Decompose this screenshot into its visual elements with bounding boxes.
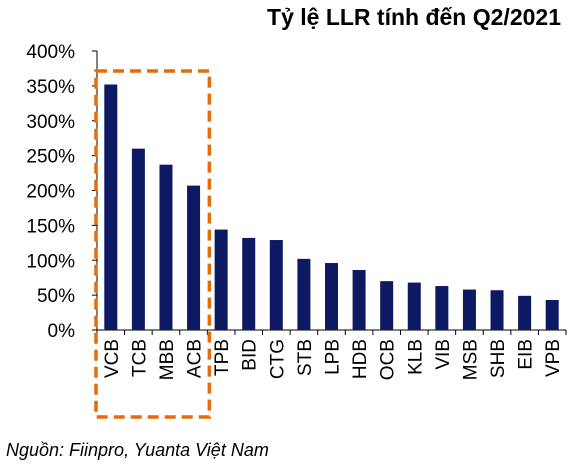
y-tick-label: 150% [26,216,75,237]
bar-klb [407,282,421,330]
x-tick-label: EIB [516,339,537,370]
y-tick-label: 300% [26,112,75,133]
bar-acb [187,185,201,330]
bar-bid [242,237,256,330]
highlight-box [94,69,212,419]
x-tick-label: TCB [129,339,150,377]
bar-hdb [352,270,366,330]
x-tick-label: VCB [102,339,123,378]
bar-eib [518,295,532,330]
x-tick-label: KLB [405,339,426,375]
y-tick-label: 200% [26,182,75,203]
y-tick-label: 100% [26,251,75,272]
bar-ocb [380,281,394,330]
x-tick-label: BID [240,339,261,371]
bar-shb [490,290,504,330]
bar-tpb [214,229,228,330]
bar-msb [462,289,476,330]
bar-vib [435,286,449,330]
y-tick-label: 250% [26,147,75,168]
x-tick-label: VIB [433,339,454,370]
x-tick-label: OCB [378,339,399,380]
x-tick-label: VPB [543,339,564,377]
bar-stb [297,258,311,330]
x-tick-label: CTG [267,339,288,379]
bar-mbb [159,164,173,330]
y-tick-label: 0% [48,321,76,342]
x-tick-label: ACB [185,339,206,378]
y-tick-label: 50% [37,286,75,307]
bar-tcb [131,148,145,330]
chart-title: Tỷ lệ LLR tính đến Q2/2021 [267,4,561,30]
x-tick-label: LPB [323,339,344,375]
source-note: Nguồn: Fiinpro, Yuanta Việt Nam [6,440,269,460]
x-tick-label: TPB [212,339,233,376]
bar-vpb [545,300,559,330]
y-tick-label: 350% [26,77,75,98]
bar-ctg [269,240,283,330]
x-tick-label: MSB [460,339,481,380]
x-tick-label: STB [295,339,316,376]
x-tick-label: MBB [157,339,178,380]
y-tick-label: 400% [26,42,75,63]
x-tick-label: HDB [350,339,371,379]
bar-vcb [104,84,118,330]
x-tick-label: SHB [488,339,509,378]
bar-lpb [325,263,338,330]
